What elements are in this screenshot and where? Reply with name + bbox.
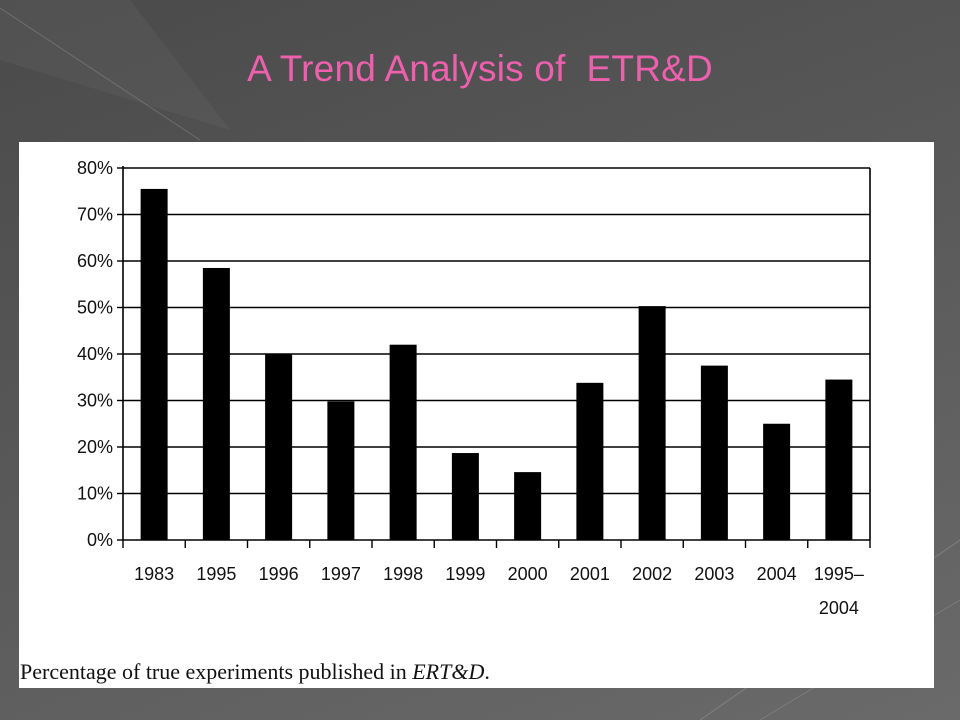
x-tick-label: 1983 — [134, 564, 174, 584]
bar — [451, 453, 479, 540]
y-tick-label: 0% — [87, 530, 113, 550]
bar — [700, 365, 728, 540]
y-tick-label: 70% — [77, 205, 113, 225]
y-tick-label: 30% — [77, 391, 113, 411]
x-tick-label: 2004 — [757, 564, 797, 584]
y-tick-label: 10% — [77, 484, 113, 504]
y-tick-label: 20% — [77, 437, 113, 457]
bar — [327, 401, 355, 540]
bar — [265, 354, 293, 540]
bar — [140, 188, 168, 541]
bar — [825, 379, 853, 540]
x-tick-label: 2004 — [819, 598, 859, 618]
x-tick-label: 2000 — [508, 564, 548, 584]
x-tick-label: 1996 — [259, 564, 299, 584]
chart-figure: 0% 10% 20% 30% 40% 50% 60% 70% 80% 1983 1995 1996 19… — [19, 142, 934, 688]
bar — [638, 306, 666, 540]
x-tick-label: 1998 — [383, 564, 423, 584]
figure-caption: Percentage of true experiments published… — [20, 659, 490, 685]
y-tick-label: 40% — [77, 344, 113, 364]
caption-journal: ERT&D — [412, 659, 485, 684]
bar — [514, 472, 542, 540]
y-tick-label: 50% — [77, 298, 113, 318]
x-tick-label: 1995– — [814, 564, 864, 584]
bar — [763, 423, 791, 540]
x-tick-label: 2001 — [570, 564, 610, 584]
bar — [576, 382, 604, 540]
slide-title: A Trend Analysis of ETR&D — [247, 48, 713, 89]
bar — [389, 344, 417, 540]
y-tick-label: 80% — [77, 158, 113, 178]
x-tick-label: 2003 — [694, 564, 734, 584]
x-tick-label: 1997 — [321, 564, 361, 584]
x-tick-label: 1995 — [196, 564, 236, 584]
x-tick-label: 2002 — [632, 564, 672, 584]
bar — [202, 267, 230, 540]
bar-chart: 0% 10% 20% 30% 40% 50% 60% 70% 80% 1983 1995 1996 19… — [77, 158, 871, 618]
y-tick-label: 60% — [77, 251, 113, 271]
caption-end: . — [484, 659, 490, 684]
caption-text: Percentage of true experiments published… — [20, 659, 413, 684]
x-tick-label: 1999 — [445, 564, 485, 584]
